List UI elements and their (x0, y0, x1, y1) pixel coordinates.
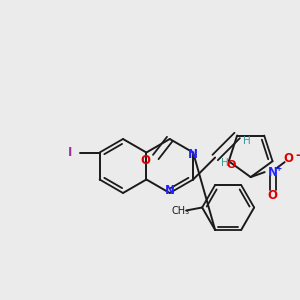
Text: -: - (295, 148, 300, 162)
Text: N: N (188, 148, 198, 161)
Text: O: O (268, 189, 278, 202)
Text: N: N (165, 184, 175, 197)
Text: I: I (68, 146, 72, 159)
Text: CH₃: CH₃ (171, 206, 189, 215)
Text: N: N (268, 166, 278, 178)
Text: H: H (243, 136, 251, 146)
Text: H: H (221, 158, 229, 169)
Text: +: + (275, 164, 282, 172)
Text: O: O (284, 152, 294, 165)
Text: O: O (141, 154, 151, 166)
Text: O: O (226, 160, 236, 170)
